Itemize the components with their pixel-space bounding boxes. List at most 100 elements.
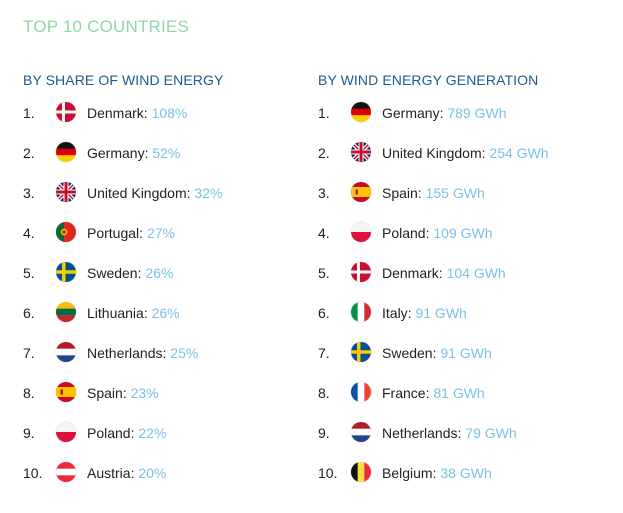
france-flag-icon xyxy=(351,382,371,402)
country-entry: Italy: 91 GWh xyxy=(382,305,467,321)
rank-number: 5. xyxy=(23,265,35,281)
country-value: 23% xyxy=(130,385,159,401)
rank-number: 2. xyxy=(318,145,330,161)
netherlands-flag-icon xyxy=(56,342,76,362)
country-entry: Austria: 20% xyxy=(87,465,167,481)
germany-flag-icon xyxy=(351,102,371,122)
spain-flag-icon xyxy=(56,382,76,402)
country-name: France xyxy=(382,385,426,401)
country-value: 27% xyxy=(146,225,175,241)
country-name: Netherlands xyxy=(87,345,163,361)
list-item: 7. Netherlands: 25% xyxy=(23,342,323,384)
rank-number: 1. xyxy=(23,105,35,121)
list-item: 7. Sweden: 91 GWh xyxy=(318,342,618,384)
country-value: 109 GWh xyxy=(433,225,493,241)
country-entry: Spain: 23% xyxy=(87,385,159,401)
belgium-flag-icon xyxy=(351,462,371,482)
country-name: Denmark xyxy=(382,265,439,281)
rank-number: 6. xyxy=(318,305,330,321)
country-value: 789 GWh xyxy=(447,105,507,121)
country-name: Germany xyxy=(382,105,440,121)
rank-number: 8. xyxy=(318,385,330,401)
country-value: 32% xyxy=(194,185,223,201)
poland-flag-icon xyxy=(56,422,76,442)
list-item: 4. Portugal: 27% xyxy=(23,222,323,264)
rank-number: 6. xyxy=(23,305,35,321)
country-value: 20% xyxy=(138,465,167,481)
list-item: 3. United Kingdom: 32% xyxy=(23,182,323,224)
list-item: 6. Lithuania: 26% xyxy=(23,302,323,344)
country-entry: Sweden: 91 GWh xyxy=(382,345,492,361)
list-item: 8. France: 81 GWh xyxy=(318,382,618,424)
country-name: Netherlands xyxy=(382,425,458,441)
country-value: 22% xyxy=(138,425,167,441)
country-entry: Poland: 109 GWh xyxy=(382,225,493,241)
uk-flag-icon xyxy=(351,142,371,162)
country-entry: Poland: 22% xyxy=(87,425,167,441)
list-item: 1. Denmark: 108% xyxy=(23,102,323,144)
country-entry: Netherlands: 79 GWh xyxy=(382,425,517,441)
country-value: 38 GWh xyxy=(440,465,492,481)
list-item: 10. Belgium: 38 GWh xyxy=(318,462,618,504)
lithuania-flag-icon xyxy=(56,302,76,322)
spain-flag-icon xyxy=(351,182,371,202)
country-value: 26% xyxy=(145,265,174,281)
country-entry: Denmark: 104 GWh xyxy=(382,265,506,281)
denmark-flag-icon xyxy=(351,262,371,282)
country-name: United Kingdom xyxy=(87,185,187,201)
list-item: 1. Germany: 789 GWh xyxy=(318,102,618,144)
country-value: 79 GWh xyxy=(465,425,517,441)
poland-flag-icon xyxy=(351,222,371,242)
rank-number: 1. xyxy=(318,105,330,121)
country-name: Austria xyxy=(87,465,131,481)
generation-list: 1. Germany: 789 GWh 2. United Kingdom: 254 … xyxy=(318,102,618,504)
rank-number: 9. xyxy=(23,425,35,441)
list-item: 9. Poland: 22% xyxy=(23,422,323,464)
country-name: Lithuania xyxy=(87,305,144,321)
list-item: 2. Germany: 52% xyxy=(23,142,323,184)
country-name: Poland xyxy=(382,225,426,241)
sweden-flag-icon xyxy=(351,342,371,362)
country-value: 254 GWh xyxy=(489,145,549,161)
country-value: 108% xyxy=(151,105,188,121)
denmark-flag-icon xyxy=(56,102,76,122)
country-entry: Germany: 789 GWh xyxy=(382,105,507,121)
country-name: Sweden xyxy=(87,265,138,281)
country-entry: Sweden: 26% xyxy=(87,265,174,281)
country-name: Portugal xyxy=(87,225,140,241)
country-name: Denmark xyxy=(87,105,144,121)
rank-number: 3. xyxy=(23,185,35,201)
country-value: 155 GWh xyxy=(425,185,485,201)
list-item: 10. Austria: 20% xyxy=(23,462,323,504)
country-value: 26% xyxy=(151,305,180,321)
country-name: United Kingdom xyxy=(382,145,482,161)
list-item: 9. Netherlands: 79 GWh xyxy=(318,422,618,464)
country-value: 81 GWh xyxy=(433,385,485,401)
list-item: 5. Denmark: 104 GWh xyxy=(318,262,618,304)
rank-number: 2. xyxy=(23,145,35,161)
country-name: Germany xyxy=(87,145,145,161)
generation-heading: BY WIND ENERGY GENERATION xyxy=(318,72,539,88)
country-entry: Spain: 155 GWh xyxy=(382,185,485,201)
country-entry: United Kingdom: 254 GWh xyxy=(382,145,549,161)
italy-flag-icon xyxy=(351,302,371,322)
list-item: 4. Poland: 109 GWh xyxy=(318,222,618,264)
country-name: Spain xyxy=(87,385,123,401)
list-item: 8. Spain: 23% xyxy=(23,382,323,424)
uk-flag-icon xyxy=(56,182,76,202)
page-title: TOP 10 COUNTRIES xyxy=(23,17,190,36)
list-item: 2. United Kingdom: 254 GWh xyxy=(318,142,618,184)
country-name: Sweden xyxy=(382,345,433,361)
country-value: 52% xyxy=(152,145,181,161)
sweden-flag-icon xyxy=(56,262,76,282)
generation-column: BY WIND ENERGY GENERATION 1. Germany: 789… xyxy=(318,72,618,504)
rank-number: 7. xyxy=(23,345,35,361)
rank-number: 10. xyxy=(23,465,43,481)
country-entry: France: 81 GWh xyxy=(382,385,485,401)
country-entry: Lithuania: 26% xyxy=(87,305,180,321)
rank-number: 9. xyxy=(318,425,330,441)
list-item: 6. Italy: 91 GWh xyxy=(318,302,618,344)
country-value: 25% xyxy=(170,345,199,361)
rank-number: 8. xyxy=(23,385,35,401)
country-value: 91 GWh xyxy=(415,305,467,321)
